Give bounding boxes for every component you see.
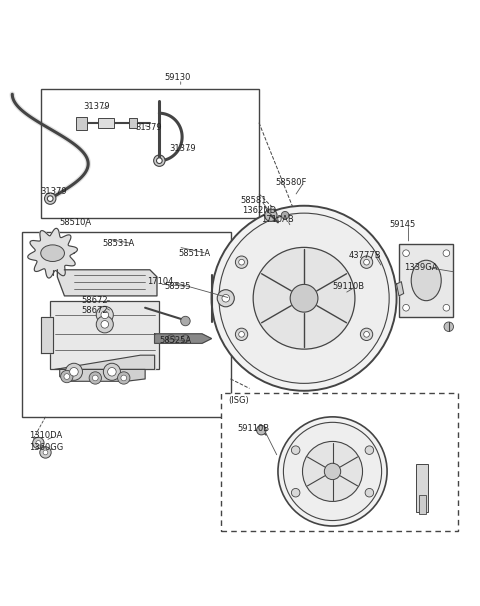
- Bar: [417, 464, 428, 511]
- Text: 31379: 31379: [136, 123, 162, 132]
- Text: 31379: 31379: [169, 144, 195, 153]
- Circle shape: [364, 259, 370, 265]
- Polygon shape: [155, 334, 212, 344]
- Circle shape: [290, 284, 318, 312]
- Circle shape: [64, 374, 70, 379]
- Circle shape: [89, 372, 101, 384]
- Text: 59145: 59145: [389, 220, 416, 229]
- Circle shape: [443, 304, 450, 311]
- Circle shape: [108, 367, 116, 376]
- Text: 58511A: 58511A: [179, 248, 210, 258]
- Text: 17104: 17104: [147, 277, 174, 286]
- Circle shape: [212, 206, 396, 391]
- Circle shape: [101, 311, 108, 319]
- Circle shape: [93, 375, 98, 381]
- Circle shape: [444, 322, 454, 331]
- Circle shape: [264, 209, 277, 221]
- Circle shape: [360, 256, 372, 268]
- Circle shape: [222, 295, 229, 302]
- Circle shape: [154, 155, 165, 167]
- Bar: [399, 244, 454, 317]
- Ellipse shape: [41, 245, 64, 261]
- Circle shape: [403, 304, 409, 311]
- Text: 58672: 58672: [81, 296, 108, 305]
- Circle shape: [118, 372, 130, 384]
- Circle shape: [324, 463, 341, 479]
- Bar: [41, 90, 259, 218]
- Circle shape: [101, 321, 108, 328]
- Bar: [129, 118, 137, 128]
- Bar: [221, 393, 458, 531]
- Bar: [97, 118, 114, 128]
- Bar: [22, 232, 230, 417]
- Text: 58535: 58535: [164, 282, 191, 291]
- Circle shape: [33, 438, 44, 448]
- Text: 59130: 59130: [164, 73, 191, 82]
- Circle shape: [65, 363, 83, 381]
- Polygon shape: [57, 270, 157, 296]
- Circle shape: [103, 363, 120, 381]
- Circle shape: [291, 446, 300, 454]
- Circle shape: [180, 316, 190, 326]
- Circle shape: [257, 425, 266, 435]
- Circle shape: [235, 328, 248, 341]
- Circle shape: [96, 306, 113, 324]
- Circle shape: [239, 331, 244, 337]
- Text: 43777B: 43777B: [349, 251, 382, 260]
- Polygon shape: [28, 228, 77, 278]
- Circle shape: [181, 335, 189, 342]
- Text: 1339GA: 1339GA: [404, 263, 437, 272]
- Text: 1310DA: 1310DA: [29, 431, 62, 441]
- Text: 1362ND: 1362ND: [242, 206, 276, 215]
- Circle shape: [121, 375, 127, 381]
- Text: (ISG): (ISG): [228, 396, 249, 405]
- Circle shape: [239, 259, 244, 265]
- Circle shape: [283, 422, 382, 521]
- Circle shape: [45, 193, 56, 204]
- Polygon shape: [60, 370, 145, 381]
- Text: 58510A: 58510A: [60, 218, 92, 227]
- Circle shape: [360, 328, 372, 341]
- Circle shape: [60, 370, 73, 383]
- Circle shape: [365, 488, 373, 497]
- Circle shape: [403, 250, 409, 256]
- Text: 58580F: 58580F: [276, 178, 307, 187]
- Circle shape: [302, 441, 362, 501]
- Text: 58581: 58581: [240, 196, 266, 205]
- Text: 59110B: 59110B: [238, 424, 270, 433]
- Text: 1360GG: 1360GG: [29, 443, 63, 452]
- Bar: [76, 116, 87, 130]
- Circle shape: [168, 335, 175, 342]
- Ellipse shape: [411, 260, 441, 301]
- Circle shape: [43, 450, 48, 455]
- Circle shape: [364, 331, 370, 337]
- Circle shape: [443, 250, 450, 256]
- Text: 58525A: 58525A: [159, 336, 192, 345]
- Circle shape: [96, 316, 113, 333]
- Text: 58672: 58672: [81, 305, 108, 315]
- Circle shape: [219, 213, 389, 384]
- Text: 58531A: 58531A: [102, 239, 135, 248]
- Circle shape: [156, 158, 162, 164]
- Text: 1710AB: 1710AB: [261, 216, 294, 224]
- Polygon shape: [41, 317, 53, 353]
- Circle shape: [217, 290, 234, 307]
- Circle shape: [36, 441, 41, 445]
- Circle shape: [281, 211, 289, 219]
- Circle shape: [70, 367, 78, 376]
- Circle shape: [365, 446, 373, 454]
- Text: 59110B: 59110B: [333, 282, 365, 291]
- Polygon shape: [55, 355, 155, 370]
- Text: 31379: 31379: [41, 187, 67, 196]
- Circle shape: [48, 196, 53, 201]
- Circle shape: [40, 447, 51, 458]
- Bar: [420, 495, 425, 514]
- Polygon shape: [396, 282, 404, 296]
- Circle shape: [291, 488, 300, 497]
- Circle shape: [278, 417, 387, 526]
- Circle shape: [235, 256, 248, 268]
- Bar: [50, 301, 159, 370]
- Circle shape: [253, 247, 355, 349]
- Text: 31379: 31379: [84, 102, 110, 111]
